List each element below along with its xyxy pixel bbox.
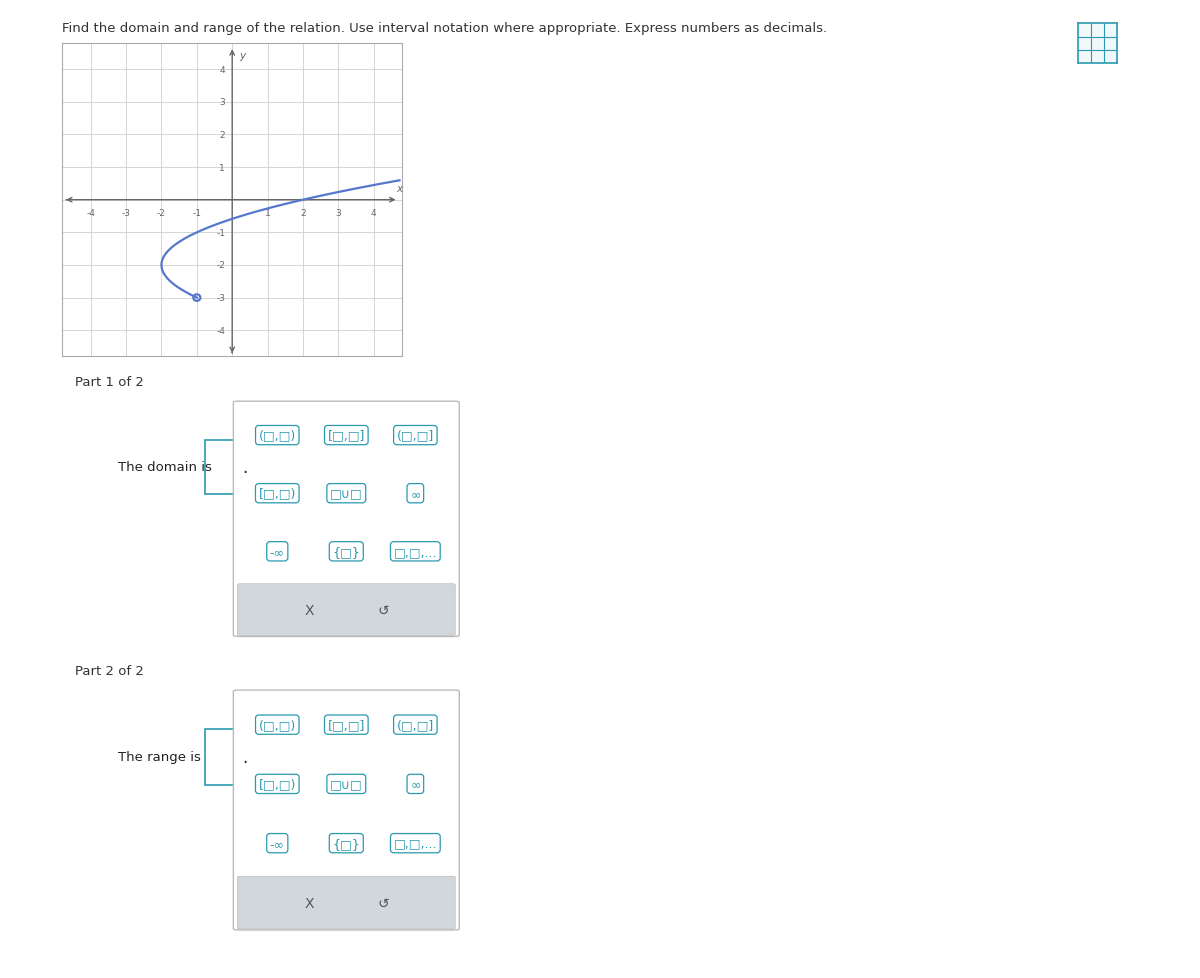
Text: .: . — [242, 748, 247, 766]
Text: .: . — [242, 459, 247, 476]
Text: -3: -3 — [216, 293, 226, 303]
Text: 4: 4 — [220, 66, 226, 74]
Text: (□,□]: (□,□] — [397, 719, 434, 732]
Text: The domain is: The domain is — [119, 461, 212, 473]
Text: □∪□: □∪□ — [330, 778, 362, 790]
FancyBboxPatch shape — [233, 402, 460, 637]
Text: [□,□]: [□,□] — [328, 429, 365, 442]
Text: -2: -2 — [157, 208, 166, 218]
FancyBboxPatch shape — [205, 440, 247, 495]
Text: 2: 2 — [220, 131, 226, 140]
Text: □,□,...: □,□,... — [394, 546, 437, 558]
Text: (□,□): (□,□) — [259, 429, 296, 442]
Text: Find the domain and range of the relation. Use interval notation where appropria: Find the domain and range of the relatio… — [62, 22, 828, 34]
Text: -∞: -∞ — [270, 837, 284, 850]
Text: 1: 1 — [220, 163, 226, 172]
FancyBboxPatch shape — [205, 730, 247, 785]
Text: (□,□]: (□,□] — [397, 429, 434, 442]
Text: X: X — [305, 896, 314, 910]
FancyBboxPatch shape — [238, 876, 455, 929]
Text: ↺: ↺ — [377, 896, 389, 910]
Text: 4: 4 — [371, 208, 377, 218]
Text: -1: -1 — [216, 229, 226, 238]
Text: 3: 3 — [220, 98, 226, 108]
Text: 3: 3 — [336, 208, 341, 218]
Text: [□,□]: [□,□] — [328, 719, 365, 732]
FancyBboxPatch shape — [238, 584, 455, 636]
Text: [□,□): [□,□) — [258, 487, 296, 500]
Text: x: x — [397, 184, 403, 194]
Text: -1: -1 — [192, 208, 202, 218]
Text: (□,□): (□,□) — [259, 719, 296, 732]
Text: Part 2 of 2: Part 2 of 2 — [74, 664, 144, 678]
Text: □,□,...: □,□,... — [394, 837, 437, 850]
Text: □∪□: □∪□ — [330, 487, 362, 500]
Text: y: y — [239, 51, 246, 61]
Text: [□,□): [□,□) — [258, 778, 296, 790]
FancyBboxPatch shape — [233, 690, 460, 930]
Text: 2: 2 — [300, 208, 306, 218]
Text: {□}: {□} — [332, 837, 360, 850]
Text: ∞: ∞ — [410, 778, 420, 790]
Text: The range is: The range is — [119, 751, 202, 764]
Text: Part 1 of 2: Part 1 of 2 — [74, 376, 144, 389]
Text: -4: -4 — [86, 208, 95, 218]
Text: -3: -3 — [121, 208, 131, 218]
Text: ∞: ∞ — [410, 487, 420, 500]
Text: -4: -4 — [216, 327, 226, 335]
Text: {□}: {□} — [332, 546, 360, 558]
Text: 1: 1 — [265, 208, 270, 218]
Text: ↺: ↺ — [377, 603, 389, 617]
Text: -2: -2 — [216, 261, 226, 270]
Text: X: X — [305, 603, 314, 617]
Text: -∞: -∞ — [270, 546, 284, 558]
